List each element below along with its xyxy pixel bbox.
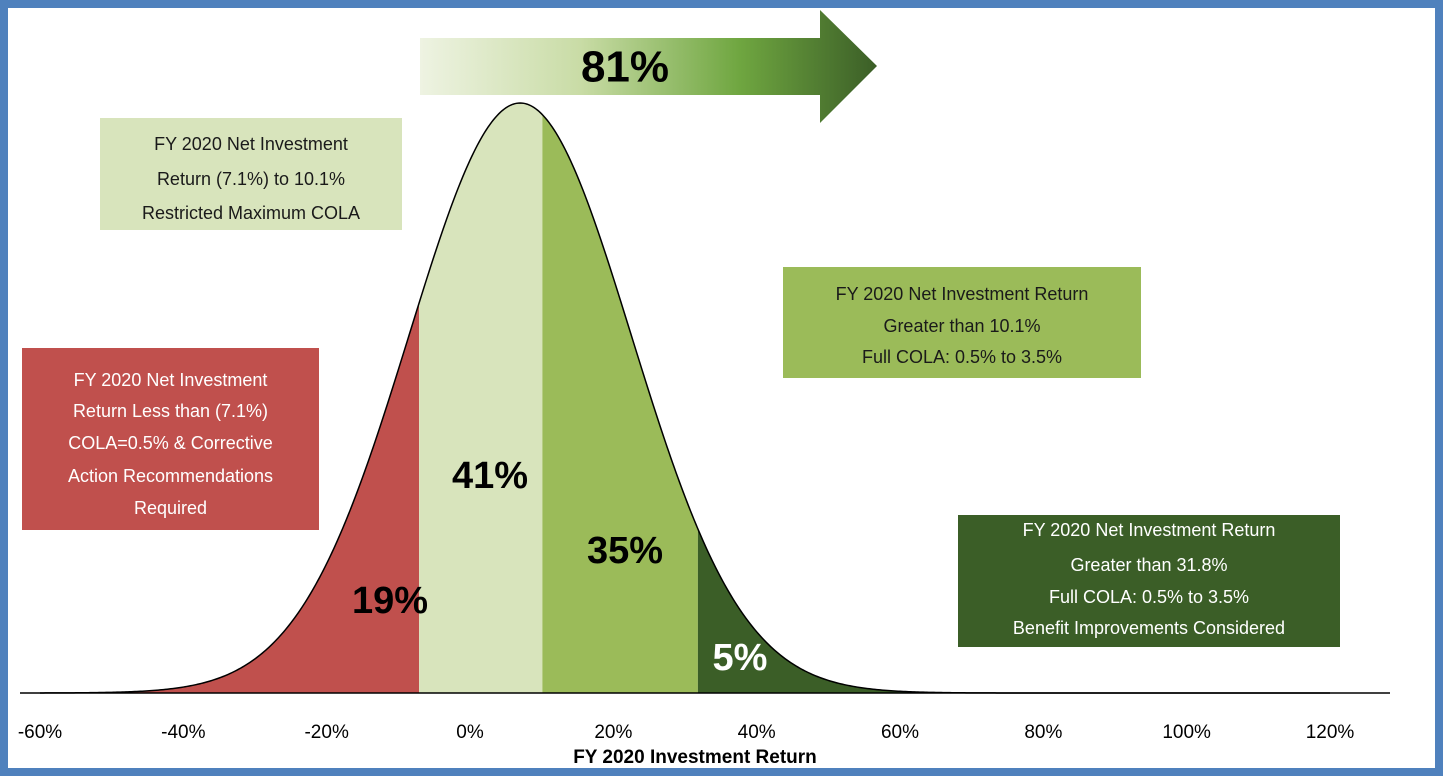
annotation-text: Full COLA: 0.5% to 3.5% [862, 347, 1062, 367]
region [419, 103, 543, 694]
x-tick-label: 120% [1306, 722, 1355, 743]
annotation-box [22, 348, 319, 530]
annotation-text: Restricted Maximum COLA [142, 203, 360, 223]
annotation-box [958, 515, 1340, 647]
x-tick-label: 20% [594, 722, 632, 743]
annotation-text: COLA=0.5% & Corrective [68, 433, 273, 453]
x-tick-label: -20% [304, 722, 348, 743]
annotation-text: FY 2020 Net Investment Return [1023, 520, 1276, 540]
arrow [420, 10, 877, 123]
annotation-text: Greater than 10.1% [883, 316, 1040, 336]
annotation-text: Required [134, 498, 207, 518]
annotation-text: Full COLA: 0.5% to 3.5% [1049, 587, 1249, 607]
region-label: 35% [587, 530, 663, 572]
annotation-text: FY 2020 Net Investment [154, 134, 348, 154]
arrow-label: 81% [581, 43, 669, 92]
region [542, 114, 698, 693]
annotation-text: Return Less than (7.1%) [73, 401, 268, 421]
x-tick-label: 40% [738, 722, 776, 743]
annotation-text: FY 2020 Net Investment [74, 370, 268, 390]
annotation-box [100, 118, 402, 230]
x-tick-label: -60% [18, 722, 62, 743]
x-tick-label: -40% [161, 722, 205, 743]
x-tick-label: 0% [456, 722, 484, 743]
region-label: 19% [352, 580, 428, 622]
x-axis-title: FY 2020 Investment Return [573, 747, 817, 768]
annotation-text: Greater than 31.8% [1070, 555, 1227, 575]
region [697, 528, 1330, 693]
x-tick-label: 100% [1162, 722, 1211, 743]
region-label: 41% [452, 455, 528, 497]
region-label: 5% [713, 637, 768, 679]
annotation-text: FY 2020 Net Investment Return [836, 284, 1089, 304]
annotation-text: Benefit Improvements Considered [1013, 618, 1285, 638]
region [40, 302, 420, 693]
annotation-text: Return (7.1%) to 10.1% [157, 169, 345, 189]
x-tick-label: 80% [1024, 722, 1062, 743]
annotation-box [783, 267, 1141, 378]
annotation-text: Action Recommendations [68, 466, 273, 486]
x-tick-label: 60% [881, 722, 919, 743]
